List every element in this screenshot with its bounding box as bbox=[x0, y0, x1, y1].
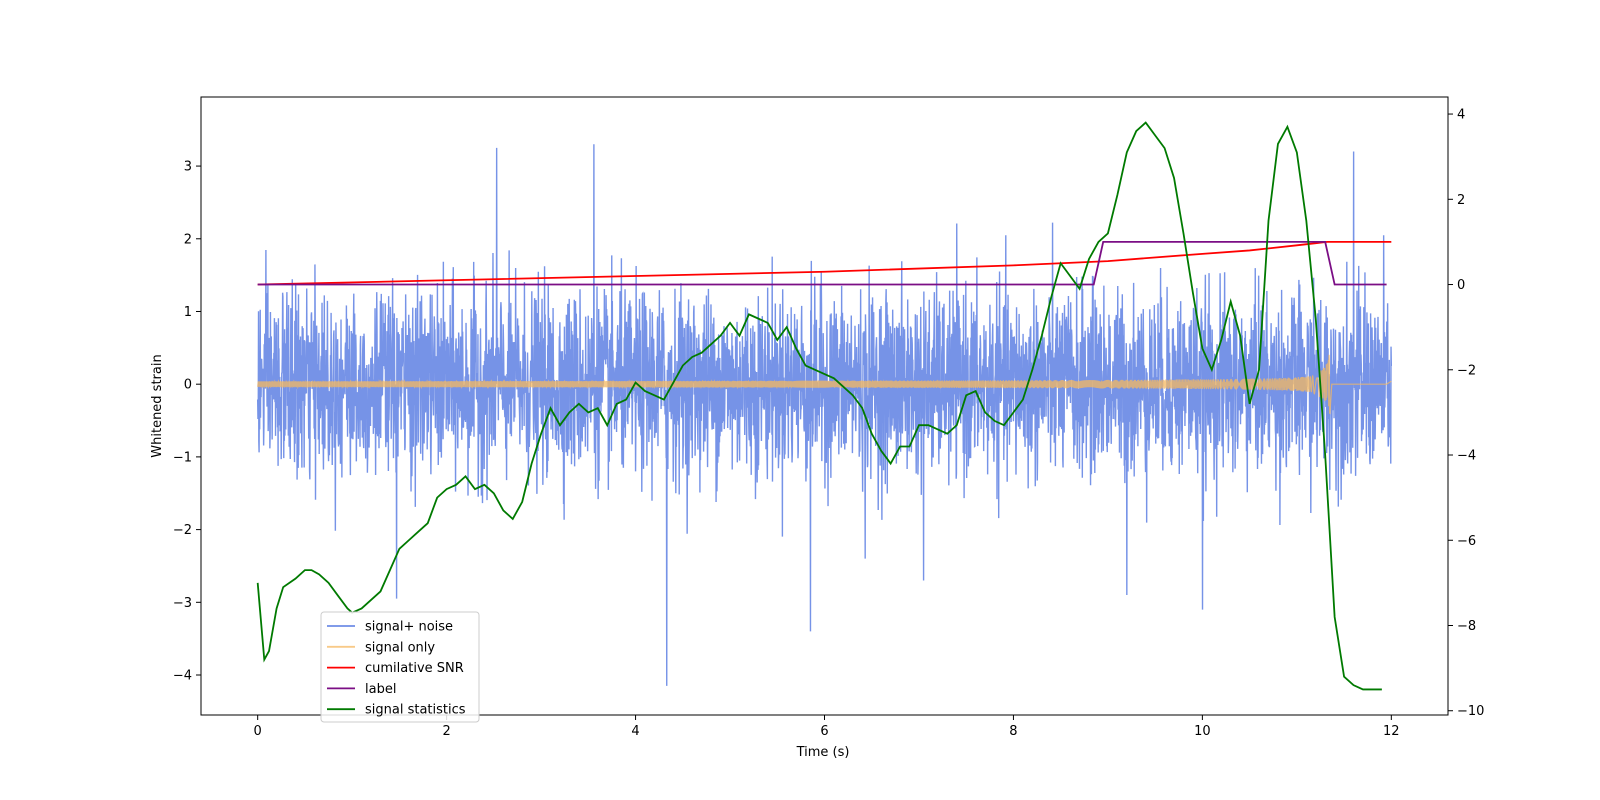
y-right-tick-label: 2 bbox=[1457, 193, 1465, 208]
y-tick-label: −2 bbox=[173, 523, 192, 538]
x-tick-label: 8 bbox=[1009, 724, 1017, 739]
x-tick-label: 4 bbox=[631, 724, 639, 739]
y-tick-label: −4 bbox=[173, 669, 192, 684]
x-tick-label: 2 bbox=[442, 724, 450, 739]
x-tick-label: 10 bbox=[1194, 724, 1211, 739]
y-tick-label: −1 bbox=[173, 450, 192, 465]
y-right-tick-label: −6 bbox=[1457, 534, 1476, 549]
y-tick-label: 3 bbox=[184, 160, 192, 175]
series-label-line bbox=[257, 241, 1387, 286]
y-axis-label: Whitened strain bbox=[150, 354, 165, 457]
y-tick-label: 2 bbox=[184, 232, 192, 247]
legend-box bbox=[320, 611, 480, 723]
legend-label-label: label bbox=[365, 682, 396, 697]
y-tick-label: 0 bbox=[184, 378, 192, 393]
y-right-tick-label: −10 bbox=[1457, 704, 1484, 719]
y-right-tick-label: −8 bbox=[1457, 619, 1476, 634]
x-axis-label: Time (s) bbox=[796, 745, 850, 760]
series-signal-statistics-line bbox=[256, 121, 1382, 691]
y-right-tick-label: 4 bbox=[1457, 108, 1465, 123]
legend-label-signal-statistics: signal statistics bbox=[365, 703, 466, 718]
x-tick-label: 6 bbox=[820, 724, 828, 739]
data-layer bbox=[256, 121, 1393, 691]
y-axis-left: −4 −3 −2 −1 0 1 2 3 bbox=[173, 160, 201, 684]
y-tick-label: −3 bbox=[173, 596, 192, 611]
legend-label-signal-noise: signal+ noise bbox=[365, 620, 453, 635]
x-tick-label: 12 bbox=[1383, 724, 1400, 739]
y-tick-label: 1 bbox=[184, 305, 192, 320]
legend-label-signal-only: signal only bbox=[365, 640, 435, 655]
series-cumilative-snr-line bbox=[257, 241, 1392, 286]
series-signal-only-line bbox=[257, 354, 1392, 415]
y-axis-right: −10 −8 −6 −4 −2 0 2 4 bbox=[1448, 108, 1484, 719]
y-right-tick-label: −4 bbox=[1457, 449, 1476, 464]
y-right-tick-label: 0 bbox=[1457, 278, 1465, 293]
series-signal-noise-line bbox=[256, 144, 1393, 686]
legend: signal+ noise signal only cumilative SNR la… bbox=[320, 611, 480, 723]
legend-label-cumilative-snr: cumilative SNR bbox=[365, 661, 464, 676]
y-right-tick-label: −2 bbox=[1457, 363, 1476, 378]
x-tick-label: 0 bbox=[254, 724, 262, 739]
